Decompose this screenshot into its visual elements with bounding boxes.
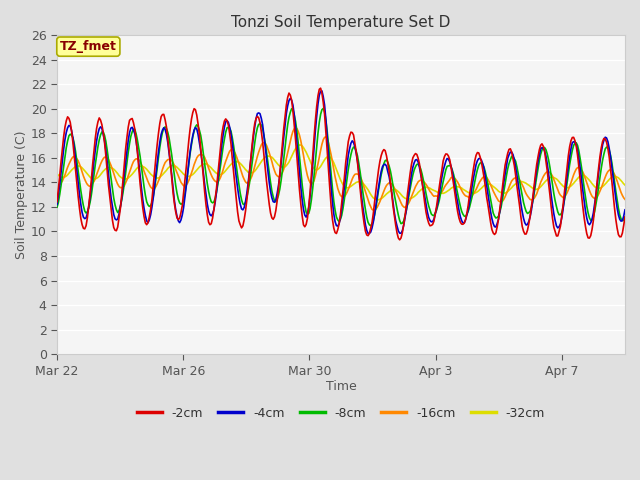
Legend: -2cm, -4cm, -8cm, -16cm, -32cm: -2cm, -4cm, -8cm, -16cm, -32cm <box>132 402 550 425</box>
Title: Tonzi Soil Temperature Set D: Tonzi Soil Temperature Set D <box>231 15 451 30</box>
X-axis label: Time: Time <box>326 380 356 393</box>
Text: TZ_fmet: TZ_fmet <box>60 40 116 53</box>
Y-axis label: Soil Temperature (C): Soil Temperature (C) <box>15 131 28 259</box>
